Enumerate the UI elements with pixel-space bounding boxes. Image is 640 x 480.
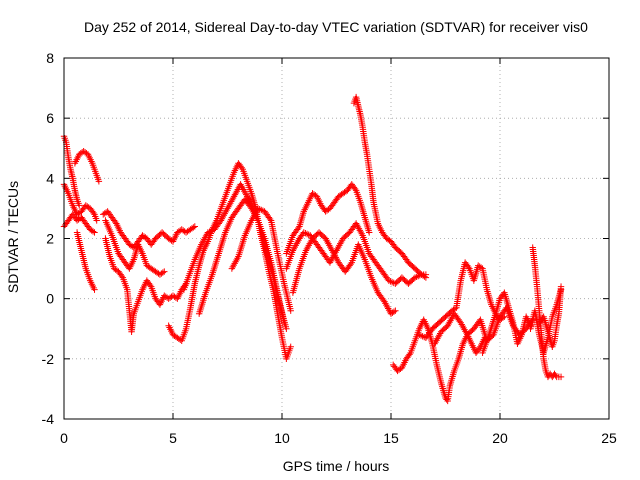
series-track-8 — [102, 217, 168, 278]
plus-marker — [190, 224, 197, 231]
plus-marker — [266, 215, 274, 223]
plus-marker — [112, 218, 119, 226]
series-track-10 — [180, 181, 290, 332]
y-tick-label: -4 — [42, 411, 55, 427]
series-track-5 — [73, 229, 98, 293]
plus-marker — [159, 269, 167, 276]
plus-marker — [216, 218, 224, 226]
plus-marker — [303, 230, 311, 238]
chart-title: Day 252 of 2014, Sidereal Day-to-day VTE… — [84, 19, 588, 35]
plus-marker — [118, 272, 125, 280]
x-tick-label: 20 — [492, 430, 508, 446]
data-point — [283, 325, 290, 332]
y-tick-label: -2 — [42, 351, 55, 367]
series-track-4 — [60, 211, 98, 236]
data-point — [557, 373, 565, 381]
plot-frame — [63, 57, 610, 420]
data-point — [76, 202, 83, 209]
data-point — [280, 319, 288, 326]
data-layer — [60, 93, 565, 405]
plus-marker — [390, 308, 398, 315]
series-track-23 — [536, 283, 565, 350]
data-point — [93, 217, 100, 224]
series-track-22 — [527, 286, 565, 357]
x-tick-label: 25 — [601, 430, 617, 446]
data-point — [161, 268, 168, 275]
plus-marker — [406, 351, 413, 358]
plus-marker — [456, 318, 463, 325]
series-track-20 — [479, 289, 534, 357]
series-track-11 — [195, 196, 288, 326]
data-point — [95, 178, 103, 185]
x-tick-label: 15 — [383, 430, 399, 446]
plus-marker — [417, 270, 424, 277]
x-tick-label: 10 — [274, 430, 290, 446]
y-tick-label: 6 — [46, 110, 54, 126]
x-tick-label: 0 — [60, 430, 68, 446]
plus-marker — [552, 372, 559, 379]
series-track-9 — [165, 160, 294, 363]
plus-marker — [238, 164, 245, 172]
y-tick-label: 0 — [46, 291, 54, 307]
plus-marker — [347, 260, 354, 268]
data-point — [91, 286, 98, 293]
plus-marker — [90, 209, 97, 217]
series-track-16 — [350, 93, 430, 278]
y-tick-label: 2 — [46, 231, 54, 247]
y-axis-label: SDTVAR / TECUs — [5, 181, 21, 293]
data-point — [287, 343, 294, 350]
plus-marker — [476, 345, 483, 352]
plus-marker — [295, 224, 302, 232]
plus-marker — [247, 203, 254, 211]
data-point — [91, 229, 98, 236]
data-point — [287, 307, 294, 314]
plus-marker — [89, 228, 97, 235]
data-point — [191, 223, 198, 230]
series-track-12 — [228, 205, 294, 314]
x-tick-label: 5 — [169, 430, 177, 446]
series-track-3 — [60, 181, 100, 224]
data-point — [392, 307, 399, 314]
y-tick-label: 4 — [46, 170, 54, 186]
data-point — [557, 283, 565, 290]
plus-marker — [380, 296, 387, 304]
y-tick-label: 8 — [46, 50, 54, 66]
series-track-21 — [529, 244, 565, 381]
tick-label-layer: 0 5 10 15 20 25 -4 -2 0 2 4 6 8 — [42, 50, 617, 446]
series-track-7 — [102, 235, 190, 335]
data-point — [422, 271, 430, 278]
plus-marker — [146, 281, 154, 289]
series-track-1 — [60, 133, 83, 209]
series-track-2 — [71, 148, 103, 185]
series-track-13 — [283, 181, 373, 257]
plus-marker — [465, 263, 472, 271]
data-point — [366, 229, 373, 236]
x-axis-label: GPS time / hours — [283, 458, 390, 474]
plus-marker — [351, 185, 359, 193]
series-track-15 — [289, 229, 399, 317]
